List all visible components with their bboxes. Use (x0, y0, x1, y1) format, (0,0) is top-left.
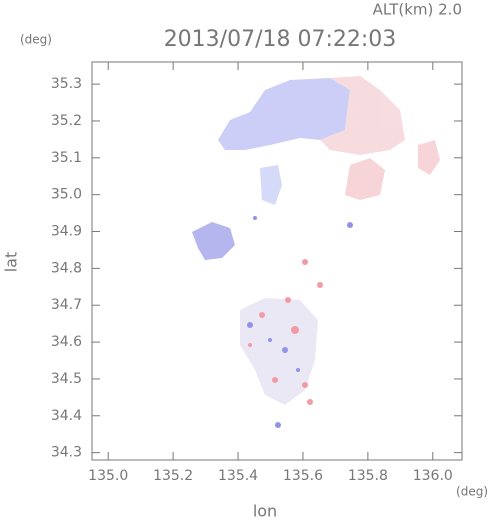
field (192, 76, 440, 428)
x-unit: (deg) (456, 485, 488, 499)
x-tick-label: 135.0 (88, 468, 128, 484)
x-tick-label: 135.6 (283, 468, 323, 484)
altitude-label: ALT(km) 2.0 (373, 1, 462, 19)
y-tick-label: 35.3 (51, 76, 82, 92)
x-tick-label: 135.4 (218, 468, 258, 484)
y-tick-label: 34.7 (51, 297, 82, 313)
plot-frame (91, 61, 463, 461)
x-tick-label: 135.2 (153, 468, 193, 484)
y-tick-label: 34.9 (51, 224, 82, 240)
y-tick-label: 35.0 (51, 187, 82, 203)
chart-title: 2013/07/18 07:22:03 (164, 27, 397, 52)
y-tick-label: 34.5 (51, 371, 82, 387)
y-tick-label: 34.4 (51, 408, 82, 424)
x-axis-label: lon (253, 502, 277, 521)
y-tick-label: 34.8 (51, 260, 82, 276)
y-axis-label: lat (2, 252, 21, 273)
x-tick-label: 136.0 (413, 468, 453, 484)
x-tick-label: 135.8 (348, 468, 388, 484)
y-tick-label: 35.1 (51, 150, 82, 166)
y-tick-label: 34.3 (51, 445, 82, 461)
y-tick-label: 35.2 (51, 113, 82, 129)
y-unit: (deg) (20, 33, 52, 47)
y-tick-label: 34.6 (51, 334, 82, 350)
